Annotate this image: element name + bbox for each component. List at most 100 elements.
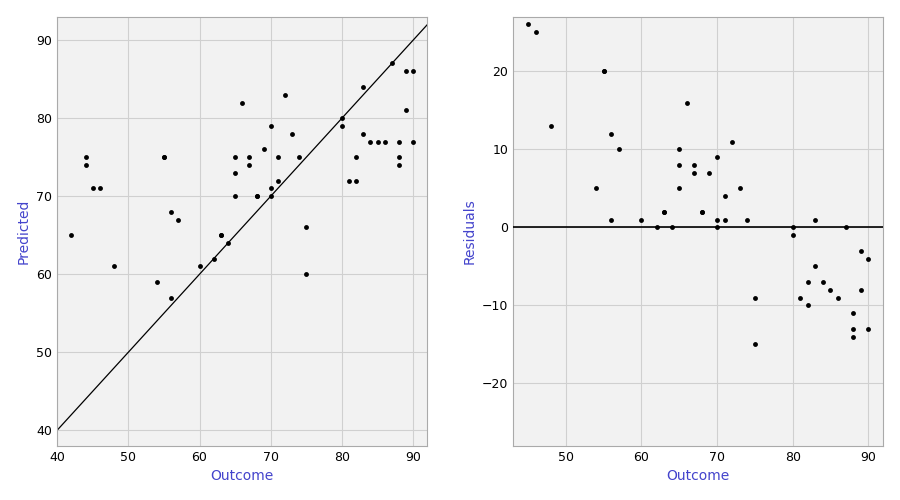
Point	[808, 262, 823, 270]
Point	[672, 184, 687, 192]
Point	[528, 28, 543, 36]
Point	[725, 138, 740, 145]
Point	[717, 216, 732, 224]
Point	[786, 224, 800, 232]
Point	[861, 254, 876, 262]
Point	[193, 262, 207, 270]
Point	[748, 340, 762, 348]
Point	[264, 184, 278, 192]
Point	[604, 216, 618, 224]
Point	[164, 294, 178, 302]
Point	[78, 153, 93, 161]
Point	[356, 83, 371, 91]
Point	[349, 176, 364, 184]
Point	[299, 224, 313, 232]
Point	[242, 153, 256, 161]
Point	[228, 153, 242, 161]
Point	[392, 153, 406, 161]
Point	[384, 60, 399, 68]
Point	[824, 286, 838, 294]
Point	[64, 231, 78, 239]
Point	[612, 146, 626, 154]
Point	[499, 44, 513, 52]
Point	[688, 161, 702, 169]
Point	[249, 192, 264, 200]
Point	[657, 208, 671, 216]
Point	[748, 294, 762, 302]
Point	[78, 161, 93, 169]
Point	[589, 184, 603, 192]
Point	[228, 169, 242, 177]
Point	[249, 192, 264, 200]
Point	[672, 146, 687, 154]
Point	[808, 216, 823, 224]
Point	[604, 130, 618, 138]
Point	[157, 153, 171, 161]
Point	[256, 146, 271, 154]
Point	[664, 224, 679, 232]
Point	[213, 231, 228, 239]
Point	[149, 278, 164, 286]
Point	[838, 224, 852, 232]
Point	[207, 254, 221, 262]
Point	[271, 176, 285, 184]
Point	[831, 294, 845, 302]
Point	[695, 208, 709, 216]
Point	[634, 216, 649, 224]
Point	[292, 153, 306, 161]
Point	[335, 122, 349, 130]
X-axis label: Outcome: Outcome	[667, 470, 730, 484]
Point	[93, 184, 107, 192]
Point	[846, 325, 860, 333]
Point	[377, 138, 392, 145]
Point	[213, 231, 228, 239]
Point	[672, 161, 687, 169]
Point	[164, 208, 178, 216]
Point	[853, 247, 868, 255]
Point	[786, 231, 800, 239]
Point	[846, 309, 860, 317]
Point	[356, 130, 371, 138]
Point	[717, 192, 732, 200]
Point	[406, 68, 420, 76]
Point	[86, 184, 100, 192]
Point	[815, 278, 830, 286]
Point	[228, 192, 242, 200]
Point	[846, 332, 860, 340]
Point	[710, 224, 724, 232]
Point	[271, 153, 285, 161]
Point	[107, 262, 122, 270]
Point	[242, 161, 256, 169]
Point	[364, 138, 378, 145]
Point	[800, 302, 814, 310]
Point	[299, 270, 313, 278]
Point	[597, 68, 611, 76]
Point	[793, 294, 807, 302]
Point	[695, 208, 709, 216]
Point	[349, 153, 364, 161]
Point	[235, 98, 249, 106]
Point	[597, 68, 611, 76]
Point	[392, 161, 406, 169]
Point	[657, 208, 671, 216]
Point	[710, 216, 724, 224]
Point	[171, 216, 185, 224]
Point	[285, 130, 300, 138]
Point	[335, 114, 349, 122]
Point	[688, 169, 702, 177]
Point	[680, 98, 694, 106]
Point	[264, 122, 278, 130]
Point	[342, 176, 356, 184]
Point	[399, 68, 413, 76]
Point	[853, 286, 868, 294]
Y-axis label: Predicted: Predicted	[17, 198, 31, 264]
Point	[800, 278, 814, 286]
Point	[710, 153, 724, 161]
Point	[650, 224, 664, 232]
X-axis label: Outcome: Outcome	[211, 470, 274, 484]
Point	[733, 184, 747, 192]
Point	[264, 192, 278, 200]
Y-axis label: Residuals: Residuals	[463, 198, 476, 264]
Point	[406, 138, 420, 145]
Point	[220, 239, 235, 247]
